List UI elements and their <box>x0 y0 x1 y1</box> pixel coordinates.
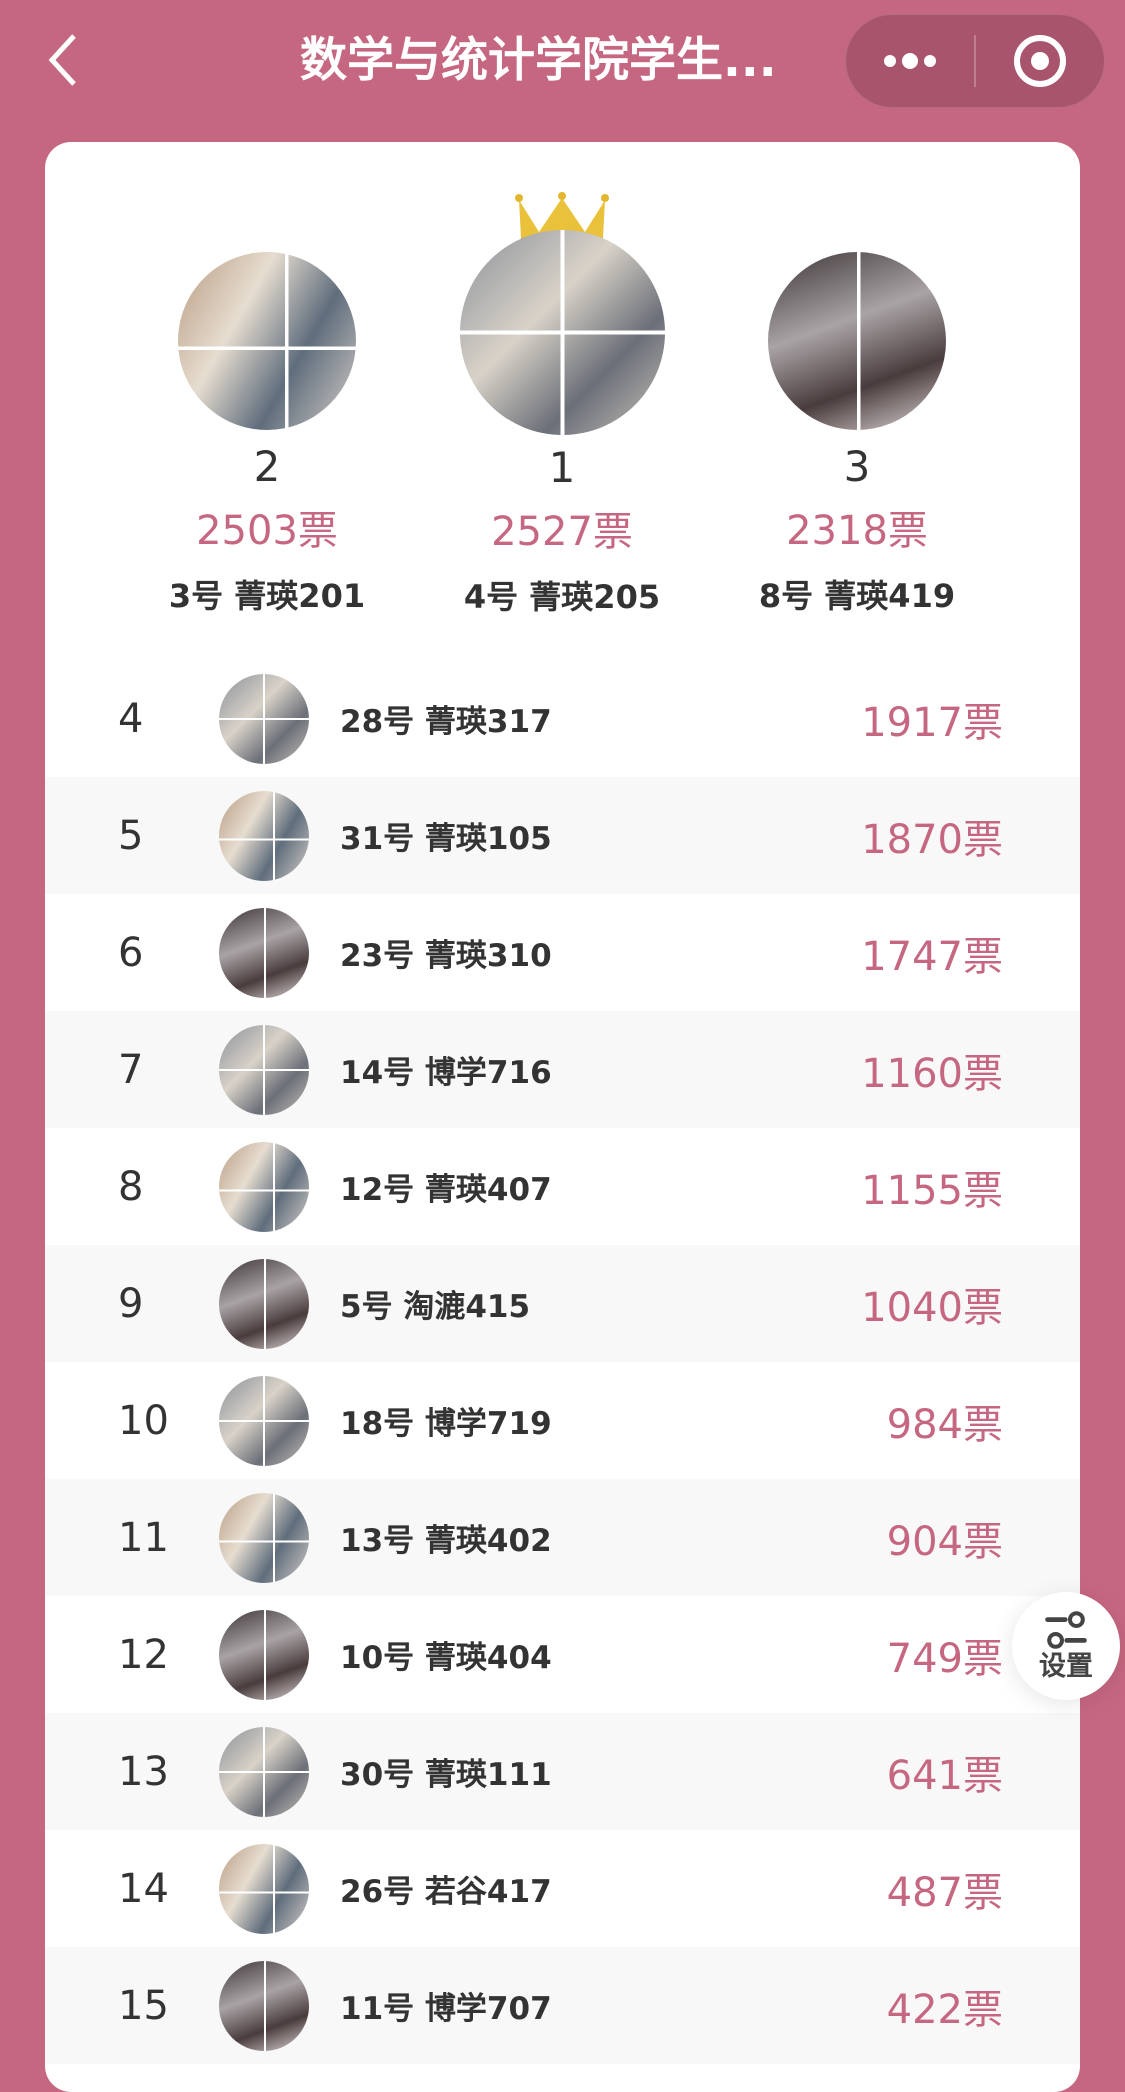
entry-name: 26号 若谷417 <box>340 1874 552 1910</box>
rank: 12 <box>118 1631 169 1678</box>
votes: 984票 <box>886 1401 1003 1448</box>
back-button[interactable] <box>44 30 84 90</box>
entry-name: 8号 菁瑛419 <box>758 577 956 615</box>
chevron-left-icon <box>48 34 76 86</box>
votes: 1917票 <box>861 699 1003 746</box>
table-row[interactable]: 13 30号 菁瑛111 641票 <box>45 1713 1080 1830</box>
podium-second[interactable]: 2 2503票 3号 菁瑛201 <box>122 252 412 618</box>
avatar <box>219 1024 309 1115</box>
rank: 3 <box>843 442 871 491</box>
votes: 1870票 <box>861 816 1003 863</box>
entry-name: 23号 菁瑛310 <box>340 938 552 974</box>
rank: 11 <box>118 1514 169 1561</box>
avatar <box>219 1843 309 1934</box>
entry-name: 28号 菁瑛317 <box>340 704 552 740</box>
avatar <box>219 1960 309 2051</box>
entry-name: 10号 菁瑛404 <box>340 1640 552 1676</box>
votes: 2503票 <box>196 508 338 554</box>
podium: 2 2503票 3号 菁瑛201 1 2527票 4号 菁瑛205 3 2318… <box>45 142 1080 662</box>
votes: 422票 <box>886 1986 1003 2033</box>
rank: 4 <box>118 695 144 742</box>
avatar <box>219 907 309 998</box>
avatar <box>219 790 309 881</box>
votes: 487票 <box>886 1869 1003 1916</box>
entry-name: 3号 菁瑛201 <box>168 577 366 615</box>
rank: 13 <box>118 1748 169 1795</box>
podium-first[interactable]: 1 2527票 4号 菁瑛205 <box>417 230 707 619</box>
more-dots-icon <box>884 53 936 69</box>
rank: 6 <box>118 929 144 976</box>
rank: 10 <box>118 1397 169 1444</box>
table-row[interactable]: 9 5号 淘漉415 1040票 <box>45 1245 1080 1362</box>
rank: 15 <box>118 1982 169 2029</box>
votes: 641票 <box>886 1752 1003 1799</box>
page-title: 数学与统计学院学生... <box>300 33 777 88</box>
entry-name: 18号 博学719 <box>340 1406 552 1442</box>
table-row[interactable]: 11 13号 菁瑛402 904票 <box>45 1479 1080 1596</box>
votes: 904票 <box>886 1518 1003 1565</box>
entry-name: 4号 菁瑛205 <box>463 578 661 616</box>
table-row[interactable]: 8 12号 菁瑛407 1155票 <box>45 1128 1080 1245</box>
entry-name: 13号 菁瑛402 <box>340 1523 552 1559</box>
votes: 2527票 <box>491 509 633 555</box>
avatar <box>219 1258 309 1349</box>
table-row[interactable]: 12 10号 菁瑛404 749票 <box>45 1596 1080 1713</box>
avatar <box>178 252 356 430</box>
more-button[interactable] <box>846 15 974 107</box>
settings-label: 设置 <box>1039 1651 1093 1682</box>
avatar <box>219 673 309 764</box>
ranking-list: 4 28号 菁瑛317 1917票 5 31号 菁瑛105 1870票 6 23号 菁瑛310… <box>45 660 1080 2064</box>
table-row[interactable]: 14 26号 若谷417 487票 <box>45 1830 1080 1947</box>
rank: 7 <box>118 1046 144 1093</box>
avatar <box>459 230 665 435</box>
rank: 2 <box>253 442 281 491</box>
avatar <box>219 1492 309 1583</box>
avatar <box>219 1141 309 1232</box>
entry-name: 14号 博学716 <box>340 1055 552 1091</box>
capsule-divider <box>974 35 976 87</box>
navigation-bar: 数学与统计学院学生... <box>0 0 1125 140</box>
entry-name: 31号 菁瑛105 <box>340 821 552 857</box>
sliders-icon <box>1045 1611 1087 1649</box>
avatar <box>219 1726 309 1817</box>
entry-name: 30号 菁瑛111 <box>340 1757 552 1793</box>
table-row[interactable]: 6 23号 菁瑛310 1747票 <box>45 894 1080 1011</box>
ranking-card: 2 2503票 3号 菁瑛201 1 2527票 4号 菁瑛205 3 2318… <box>45 142 1080 2092</box>
votes: 1160票 <box>861 1050 1003 1097</box>
podium-third[interactable]: 3 2318票 8号 菁瑛419 <box>712 252 1002 618</box>
rank: 5 <box>118 812 144 859</box>
table-row[interactable]: 7 14号 博学716 1160票 <box>45 1011 1080 1128</box>
votes: 749票 <box>886 1635 1003 1682</box>
avatar <box>219 1609 309 1700</box>
entry-name: 12号 菁瑛407 <box>340 1172 552 1208</box>
votes: 1747票 <box>861 933 1003 980</box>
table-row[interactable]: 4 28号 菁瑛317 1917票 <box>45 660 1080 777</box>
table-row[interactable]: 15 11号 博学707 422票 <box>45 1947 1080 2064</box>
close-button[interactable] <box>976 15 1104 107</box>
votes: 1040票 <box>861 1284 1003 1331</box>
rank: 8 <box>118 1163 144 1210</box>
entry-name: 5号 淘漉415 <box>340 1289 531 1325</box>
entry-name: 11号 博学707 <box>340 1991 552 2027</box>
table-row[interactable]: 5 31号 菁瑛105 1870票 <box>45 777 1080 894</box>
avatar <box>768 252 946 430</box>
rank: 9 <box>118 1280 144 1327</box>
rank: 1 <box>548 443 576 492</box>
votes: 1155票 <box>861 1167 1003 1214</box>
table-row[interactable]: 10 18号 博学719 984票 <box>45 1362 1080 1479</box>
rank: 14 <box>118 1865 169 1912</box>
avatar <box>219 1375 309 1466</box>
target-icon <box>1014 35 1066 87</box>
votes: 2318票 <box>786 508 928 554</box>
settings-button[interactable]: 设置 <box>1012 1592 1120 1700</box>
mini-program-capsule <box>845 14 1105 108</box>
